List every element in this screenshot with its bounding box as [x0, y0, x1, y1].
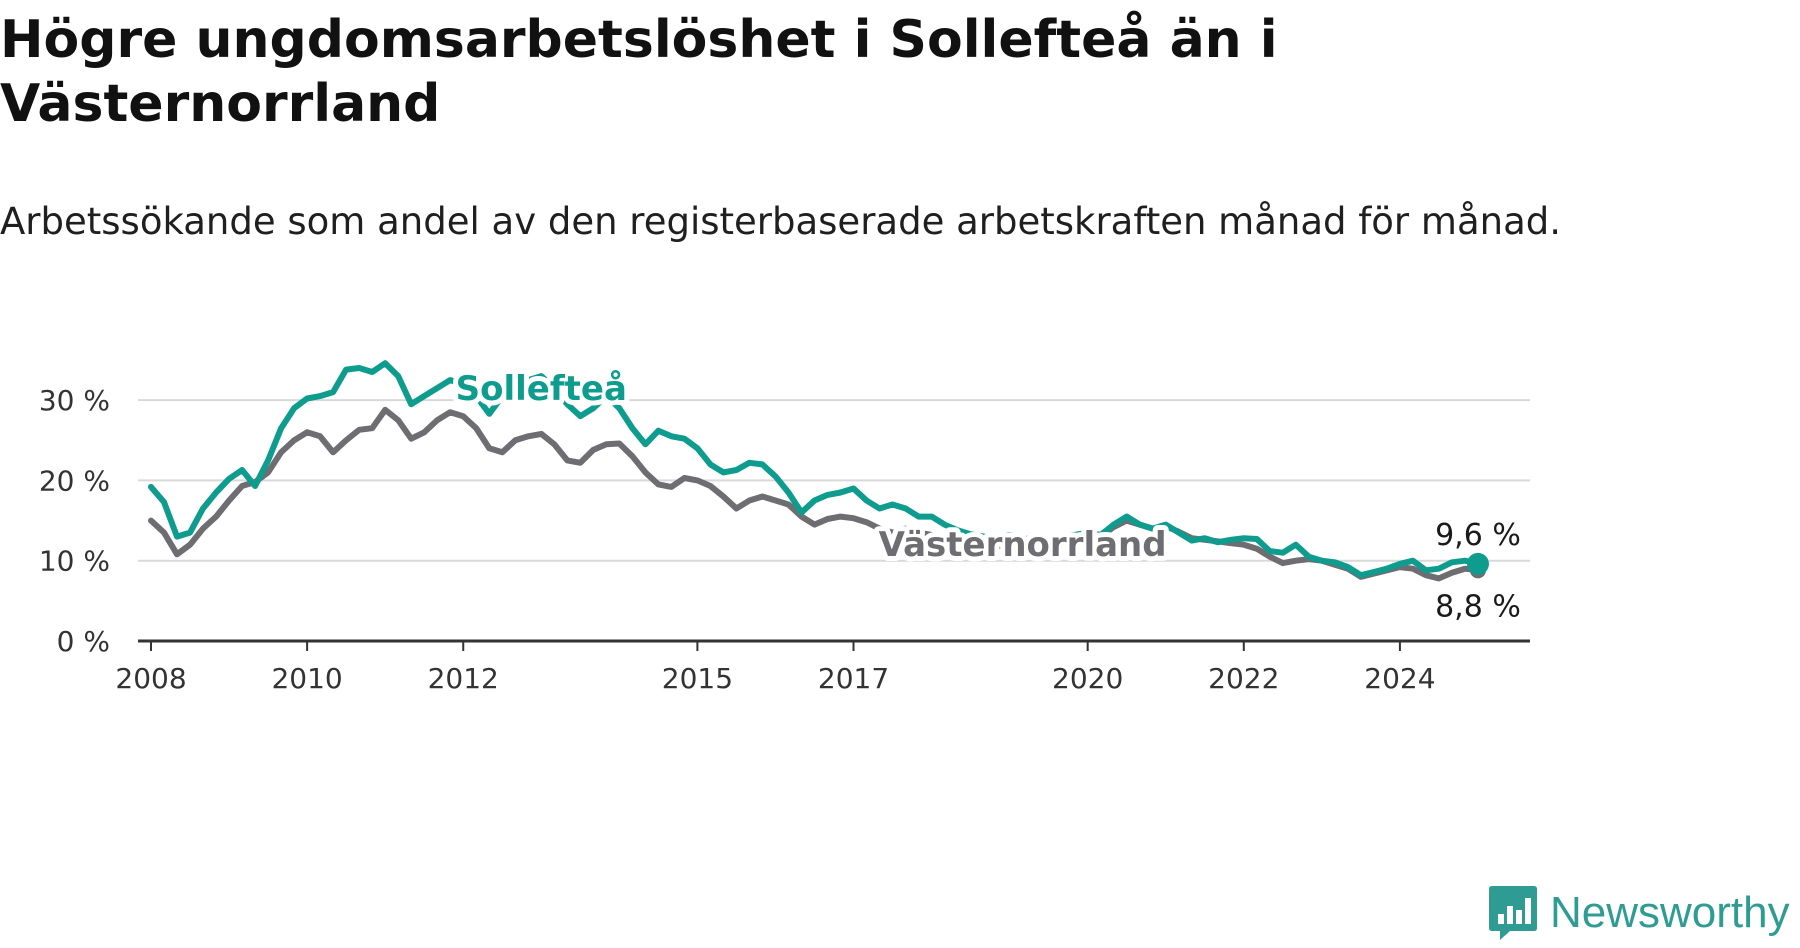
x-tick-label: 2015: [662, 662, 733, 695]
x-tick-label: 2022: [1208, 662, 1279, 695]
y-tick-label: 0 %: [57, 625, 110, 658]
series-label-vasternorrland: Västernorrland: [879, 525, 1167, 565]
x-tick-label: 2020: [1052, 662, 1123, 695]
y-tick-label: 30 %: [39, 384, 110, 417]
brand-name: Newsworthy: [1550, 888, 1790, 937]
series-label-solleftea: Sollefteå: [456, 369, 627, 409]
series-line-västernorrland: [148, 406, 1481, 582]
y-tick-label: 20 %: [39, 464, 110, 497]
series-line-sollefteå: [148, 360, 1481, 579]
end-label-vasternorrland: 8,8 %: [1435, 589, 1521, 624]
chart-title: Högre ungdomsarbetslöshet i Sollefteå än…: [0, 10, 1278, 134]
series-lines: [148, 360, 1489, 582]
x-axis-labels: 2008 2010 2012 2015 2017 2020 2022 2024: [115, 662, 1435, 695]
chart-subtitle: Arbetssökande som andel av den registerb…: [0, 200, 1561, 243]
newsworthy-logo-icon: [1489, 886, 1537, 940]
x-tick-label: 2024: [1364, 662, 1435, 695]
newsworthy-brand: Newsworthy: [1488, 884, 1790, 942]
end-label-solleftea: 9,6 %: [1435, 518, 1521, 553]
series-labels: 9,6 % 8,8 % Sollefteå Västernorrland: [451, 364, 1525, 628]
x-tick-label: 2008: [115, 662, 186, 695]
end-marker-solleftea: [1466, 552, 1489, 575]
x-tick-label: 2010: [271, 662, 342, 695]
y-tick-label: 10 %: [39, 545, 110, 578]
y-axis-labels: 0 % 10 % 20 % 30 %: [39, 384, 110, 658]
x-tick-label: 2017: [818, 662, 889, 695]
x-tick-label: 2012: [428, 662, 499, 695]
